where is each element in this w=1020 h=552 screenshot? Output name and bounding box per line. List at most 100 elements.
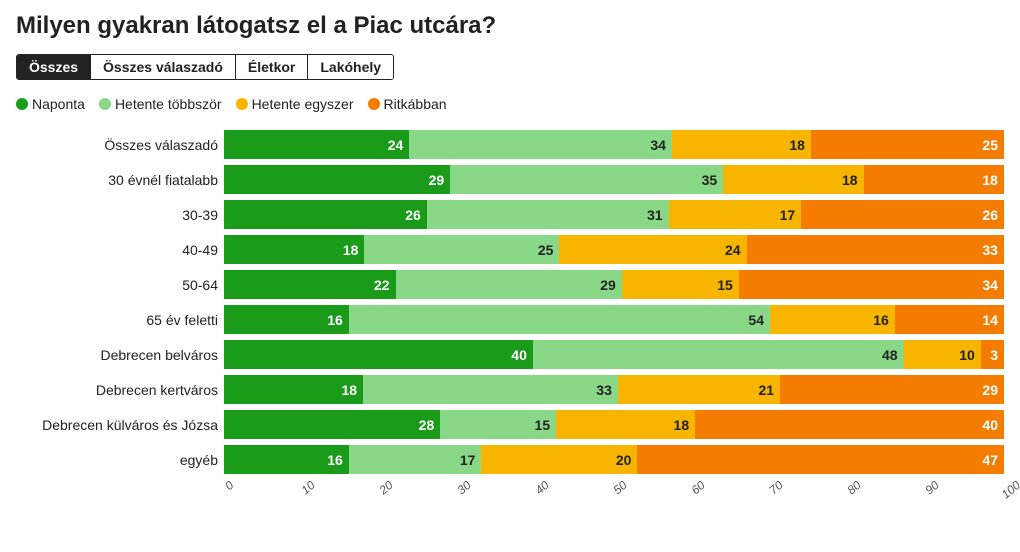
x-axis: 0102030405060708090100 — [224, 478, 1004, 510]
bar-track: 26311726 — [224, 200, 1004, 229]
x-tick: 20 — [376, 478, 395, 497]
bar-segment: 26 — [224, 200, 427, 229]
bar-segment: 28 — [224, 410, 440, 439]
bar-segment: 24 — [224, 130, 409, 159]
legend-label: Hetente többször — [115, 96, 222, 112]
row-label: Debrecen külváros és Józsa — [16, 417, 224, 433]
chart-row: Összes válaszadó24341825 — [16, 130, 1004, 159]
legend: Naponta Hetente többször Hetente egyszer Ri… — [16, 96, 1004, 112]
bar-track: 4048103 — [224, 340, 1004, 369]
x-tick: 90 — [922, 478, 941, 497]
x-tick: 80 — [844, 478, 863, 497]
bar-segment: 29 — [224, 165, 450, 194]
bar-segment: 33 — [363, 375, 618, 404]
bar-segment: 40 — [224, 340, 533, 369]
bar-segment: 18 — [224, 235, 364, 264]
bar-segment: 25 — [364, 235, 559, 264]
legend-item: Ritkábban — [368, 96, 447, 112]
bar-segment: 18 — [723, 165, 863, 194]
legend-label: Hetente egyszer — [252, 96, 354, 112]
x-tick: 60 — [688, 478, 707, 497]
bar-segment: 20 — [481, 445, 637, 474]
tab-összes-válaszadó[interactable]: Összes válaszadó — [91, 55, 236, 79]
row-label: 40-49 — [16, 242, 224, 258]
legend-swatch — [16, 98, 28, 110]
row-label: egyéb — [16, 452, 224, 468]
bar-segment: 25 — [811, 130, 1004, 159]
bar-track: 16172047 — [224, 445, 1004, 474]
legend-label: Naponta — [32, 96, 85, 112]
bar-segment: 48 — [533, 340, 904, 369]
chart-row: egyéb16172047 — [16, 445, 1004, 474]
bar-segment: 17 — [669, 200, 802, 229]
row-label: Debrecen kertváros — [16, 382, 224, 398]
x-tick: 10 — [298, 478, 317, 497]
bar-segment: 10 — [904, 340, 981, 369]
row-label: 30 évnél fiatalabb — [16, 172, 224, 188]
row-label: Összes válaszadó — [16, 137, 224, 153]
bar-segment: 16 — [224, 445, 349, 474]
bar-segment: 18 — [556, 410, 695, 439]
bar-segment: 35 — [450, 165, 723, 194]
bar-segment: 33 — [747, 235, 1004, 264]
chart-row: 65 év feletti16541614 — [16, 305, 1004, 334]
row-label: Debrecen belváros — [16, 347, 224, 363]
row-label: 30-39 — [16, 207, 224, 223]
x-tick: 50 — [610, 478, 629, 497]
bar-track: 22291534 — [224, 270, 1004, 299]
tab-összes[interactable]: Összes — [17, 55, 91, 79]
bar-segment: 26 — [801, 200, 1004, 229]
bar-segment: 18 — [864, 165, 1004, 194]
chart-title: Milyen gyakran látogatsz el a Piac utcár… — [16, 12, 1004, 40]
bar-segment: 18 — [672, 130, 811, 159]
x-tick: 30 — [454, 478, 473, 497]
tab-lakóhely[interactable]: Lakóhely — [308, 55, 393, 79]
bar-segment: 54 — [349, 305, 770, 334]
legend-swatch — [236, 98, 248, 110]
chart-row: 30 évnél fiatalabb29351818 — [16, 165, 1004, 194]
chart-row: 40-4918252433 — [16, 235, 1004, 264]
bar-segment: 16 — [770, 305, 895, 334]
bar-segment: 15 — [440, 410, 556, 439]
x-tick: 40 — [532, 478, 551, 497]
bar-track: 18252433 — [224, 235, 1004, 264]
chart-row: Debrecen belváros4048103 — [16, 340, 1004, 369]
bar-segment: 40 — [695, 410, 1004, 439]
bar-segment: 21 — [618, 375, 780, 404]
legend-swatch — [368, 98, 380, 110]
bar-track: 16541614 — [224, 305, 1004, 334]
tab-életkor[interactable]: Életkor — [236, 55, 308, 79]
bar-track: 24341825 — [224, 130, 1004, 159]
bar-segment: 24 — [559, 235, 746, 264]
stacked-bar-chart: Összes válaszadó2434182530 évnél fiatala… — [16, 130, 1004, 510]
bar-track: 18332129 — [224, 375, 1004, 404]
bar-segment: 3 — [981, 340, 1004, 369]
chart-row: Debrecen kertváros18332129 — [16, 375, 1004, 404]
chart-row: 50-6422291534 — [16, 270, 1004, 299]
bar-segment: 16 — [224, 305, 349, 334]
tab-bar: ÖsszesÖsszes válaszadóÉletkorLakóhely — [16, 54, 394, 80]
bar-segment: 29 — [396, 270, 622, 299]
bar-segment: 18 — [224, 375, 363, 404]
bar-segment: 34 — [739, 270, 1004, 299]
bar-segment: 29 — [780, 375, 1004, 404]
legend-swatch — [99, 98, 111, 110]
x-tick: 0 — [222, 478, 236, 493]
bar-track: 29351818 — [224, 165, 1004, 194]
bar-segment: 17 — [349, 445, 482, 474]
legend-label: Ritkábban — [384, 96, 447, 112]
bar-segment: 22 — [224, 270, 396, 299]
bar-segment: 34 — [409, 130, 672, 159]
x-tick: 70 — [766, 478, 785, 497]
row-label: 50-64 — [16, 277, 224, 293]
chart-row: 30-3926311726 — [16, 200, 1004, 229]
legend-item: Naponta — [16, 96, 85, 112]
legend-item: Hetente egyszer — [236, 96, 354, 112]
bar-segment: 14 — [895, 305, 1004, 334]
bar-segment: 31 — [427, 200, 669, 229]
x-tick: 100 — [999, 478, 1020, 502]
row-label: 65 év feletti — [16, 312, 224, 328]
legend-item: Hetente többször — [99, 96, 222, 112]
bar-segment: 15 — [622, 270, 739, 299]
bar-segment: 47 — [637, 445, 1004, 474]
